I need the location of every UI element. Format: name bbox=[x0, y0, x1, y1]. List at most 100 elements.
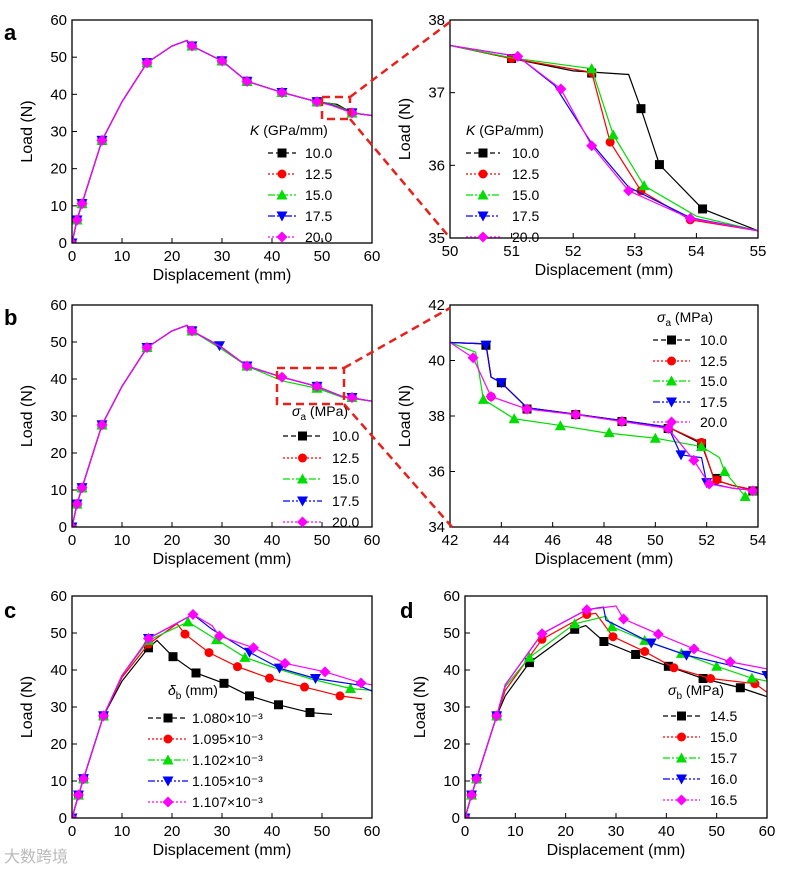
y-tick-label: 60 bbox=[50, 12, 67, 29]
legend-subscript: b bbox=[676, 691, 682, 702]
y-tick-label: 60 bbox=[50, 588, 67, 605]
legend-label: 20.0 bbox=[700, 414, 727, 430]
marker-triangle-down bbox=[477, 211, 489, 222]
series-line bbox=[72, 324, 372, 527]
marker-diamond bbox=[618, 613, 630, 625]
marker-square bbox=[667, 335, 676, 345]
x-axis-label: Displacement (mm) bbox=[535, 551, 674, 568]
legend-label: 17.5 bbox=[700, 394, 727, 410]
y-tick-label: 42 bbox=[428, 297, 445, 314]
marker-circle bbox=[712, 475, 722, 485]
legend-label: 1.095×10⁻³ bbox=[192, 731, 263, 747]
marker-square bbox=[698, 204, 708, 214]
series-line bbox=[72, 324, 372, 527]
x-axis-label: Displacement (mm) bbox=[153, 551, 292, 568]
y-tick-label: 50 bbox=[50, 334, 67, 351]
legend-item: 15.0 bbox=[283, 471, 359, 487]
marker-triangle-down bbox=[310, 674, 321, 685]
marker-diamond bbox=[216, 55, 228, 67]
legend-item: 17.5 bbox=[653, 394, 727, 410]
legend-label: 15.7 bbox=[710, 750, 737, 766]
marker-diamond bbox=[311, 96, 323, 108]
legend-label: 15.0 bbox=[305, 187, 332, 203]
y-tick-label: 30 bbox=[50, 124, 67, 141]
marker-diamond bbox=[96, 419, 108, 431]
marker-diamond bbox=[76, 198, 88, 210]
x-tick-label: 40 bbox=[264, 248, 281, 265]
legend-label: 1.080×10⁻³ bbox=[192, 710, 263, 726]
marker-triangle-down bbox=[680, 650, 692, 661]
marker-diamond bbox=[346, 392, 358, 403]
y-tick-label: 40 bbox=[50, 86, 67, 103]
marker-square bbox=[663, 661, 673, 671]
plot-area bbox=[450, 44, 758, 232]
legend: K (GPa/mm) 10.0 12.5 15.0 17.5 20.0 bbox=[250, 122, 332, 245]
series-16.5 bbox=[465, 604, 767, 818]
x-tick-label: 10 bbox=[114, 823, 131, 840]
marker-circle bbox=[204, 648, 214, 658]
marker-triangle-up bbox=[239, 651, 251, 662]
legend-label: 20.0 bbox=[512, 229, 539, 245]
legend-label: 12.5 bbox=[700, 353, 727, 369]
marker-diamond bbox=[186, 325, 198, 337]
legend-unit: (mm) bbox=[181, 682, 218, 698]
legend-item: 15.0 bbox=[663, 729, 737, 745]
x-tick-label: 50 bbox=[314, 248, 331, 265]
legend-unit: (MPa) bbox=[671, 309, 713, 325]
series-line bbox=[72, 324, 372, 527]
x-tick-label: 0 bbox=[68, 248, 76, 265]
legend-item: 20.0 bbox=[466, 229, 539, 245]
marker-circle bbox=[669, 663, 679, 673]
marker-triangle-up bbox=[477, 189, 489, 200]
marker-triangle-down bbox=[162, 776, 174, 787]
series-20.0 bbox=[72, 39, 372, 243]
zoom-box-b bbox=[275, 366, 346, 406]
x-axis-label: Displacement (mm) bbox=[153, 842, 292, 859]
plot-area bbox=[450, 340, 758, 501]
marker-diamond bbox=[465, 812, 471, 818]
y-tick-label: 60 bbox=[50, 297, 67, 314]
y-axis-label: Load (N) bbox=[19, 385, 36, 447]
marker-diamond bbox=[477, 231, 489, 243]
x-tick-label: 30 bbox=[214, 823, 231, 840]
marker-square bbox=[631, 649, 641, 659]
marker-circle bbox=[677, 732, 686, 742]
x-tick-label: 46 bbox=[544, 532, 561, 549]
marker-circle bbox=[706, 674, 716, 684]
y-tick-label: 40 bbox=[50, 662, 67, 679]
legend-label: 15.0 bbox=[710, 729, 737, 745]
legend-title: K (GPa/mm) bbox=[250, 122, 328, 138]
plot-area bbox=[72, 39, 372, 243]
legend-subscript: a bbox=[300, 412, 306, 423]
legend-symbol: σ bbox=[292, 403, 301, 419]
x-tick-label: 20 bbox=[164, 532, 181, 549]
marker-diamond bbox=[297, 516, 308, 528]
watermark: 大数跨境 bbox=[4, 847, 68, 866]
marker-diamond bbox=[471, 773, 483, 785]
x-tick-label: 51 bbox=[503, 243, 520, 260]
marker-circle bbox=[667, 356, 676, 366]
marker-diamond bbox=[676, 794, 687, 806]
y-tick-label: 20 bbox=[50, 161, 67, 178]
legend-title: K (GPa/mm) bbox=[466, 122, 544, 138]
axes-frame bbox=[449, 19, 759, 239]
x-tick-label: 53 bbox=[626, 243, 643, 260]
x-tick-label: 10 bbox=[507, 823, 524, 840]
x-tick-label: 50 bbox=[647, 532, 664, 549]
legend-item: 1.102×10⁻³ bbox=[148, 752, 263, 768]
marker-triangle-down bbox=[675, 450, 687, 461]
marker-diamond bbox=[570, 409, 582, 421]
legend-label: 20.0 bbox=[305, 229, 332, 245]
marker-square bbox=[654, 160, 664, 170]
legend-item: 17.5 bbox=[283, 493, 359, 509]
x-tick-label: 55 bbox=[750, 243, 767, 260]
x-tick-label: 10 bbox=[114, 532, 131, 549]
y-tick-label: 60 bbox=[443, 588, 460, 605]
marker-triangle-down bbox=[276, 211, 288, 222]
marker-triangle-down bbox=[761, 671, 767, 682]
marker-circle bbox=[335, 691, 345, 701]
marker-diamond bbox=[319, 666, 331, 678]
panel-a-zoom: 50 51 52 53 54 55 35 36 37 38 Displacement (mm) Loa… bbox=[397, 12, 766, 279]
marker-diamond bbox=[276, 231, 288, 243]
legend-label: 1.105×10⁻³ bbox=[192, 773, 263, 789]
